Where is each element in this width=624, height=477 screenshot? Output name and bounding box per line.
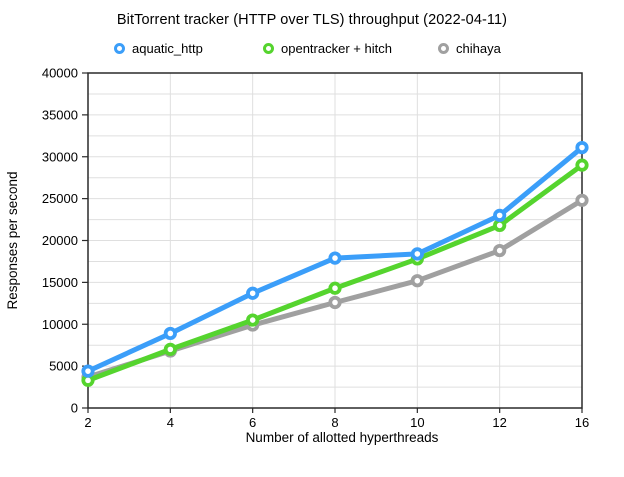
legend-marker-icon [438, 43, 449, 54]
svg-text:30000: 30000 [42, 149, 78, 164]
data-point-marker [328, 281, 342, 295]
svg-text:40000: 40000 [42, 66, 78, 81]
svg-text:4: 4 [167, 415, 174, 430]
data-point-marker [410, 247, 424, 261]
y-axis-title: Responses per second [5, 171, 20, 309]
data-point-marker [575, 158, 589, 172]
data-point-marker [81, 364, 95, 378]
data-point-marker [493, 208, 507, 222]
svg-text:6: 6 [249, 415, 256, 430]
data-point-marker [493, 218, 507, 233]
chart-title: BitTorrent tracker (HTTP over TLS) throu… [116, 12, 508, 28]
y-axis-tick-labels: 0 5000 10000 15000 20000 25000 30000 35000 40000 [42, 66, 78, 416]
svg-text:8: 8 [331, 415, 338, 430]
svg-text:10000: 10000 [42, 317, 78, 332]
legend-item-opentracker-hitch: opentracker + hitch [263, 41, 392, 56]
series-aquatic-http [81, 140, 589, 378]
legend-marker-icon [114, 43, 125, 54]
gridlines [88, 73, 582, 408]
data-point-marker [246, 313, 260, 327]
data-point-marker [493, 243, 507, 258]
legend-label: aquatic_http [132, 41, 203, 56]
svg-text:10: 10 [410, 415, 424, 430]
svg-text:16: 16 [575, 415, 589, 430]
data-point-marker [410, 274, 424, 288]
data-point-marker [328, 251, 342, 265]
svg-text:0: 0 [71, 401, 78, 416]
legend-item-chihaya: chihaya [438, 41, 501, 56]
legend-label: opentracker + hitch [281, 41, 392, 56]
svg-text:2: 2 [84, 415, 91, 430]
svg-text:25000: 25000 [42, 191, 78, 206]
svg-text:20000: 20000 [42, 233, 78, 248]
legend-marker-icon [263, 43, 274, 54]
data-point-marker [246, 286, 260, 300]
legend-item-aquatic-http: aquatic_http [114, 41, 203, 56]
legend-label: chihaya [456, 41, 501, 56]
data-point-marker [575, 193, 589, 207]
svg-text:35000: 35000 [42, 107, 78, 122]
svg-text:15000: 15000 [42, 275, 78, 290]
x-axis-title: Number of allotted hyperthreads [246, 430, 439, 445]
axis-ticks [82, 72, 583, 413]
svg-text:12: 12 [492, 415, 506, 430]
data-point-marker [328, 295, 342, 310]
data-point-marker [163, 326, 177, 341]
svg-text:5000: 5000 [49, 359, 78, 374]
x-axis-tick-labels: 2 4 6 8 10 12 16 [84, 415, 589, 430]
chart-legend: aquatic_http opentracker + hitch chihaya [0, 41, 624, 59]
data-point-marker [163, 342, 177, 356]
data-point-marker [575, 140, 589, 155]
